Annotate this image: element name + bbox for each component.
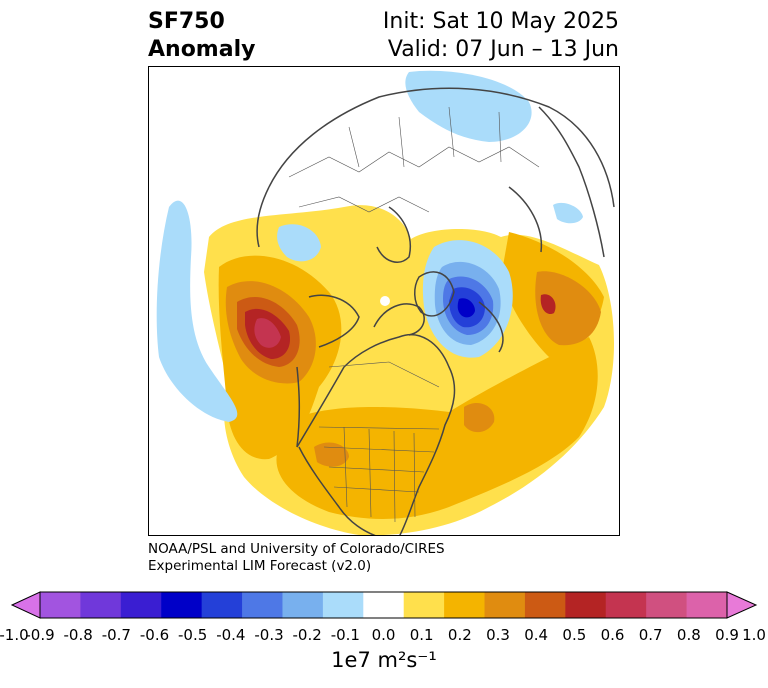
colorbar-segment (40, 592, 81, 618)
colorbar-segment (646, 592, 688, 618)
coastlines (256, 87, 615, 535)
colorbar-segment (403, 592, 445, 618)
colorbar-tick-label: -0.2 (292, 626, 322, 644)
colorbar-tick-label: 0.7 (638, 626, 663, 644)
colorbar-tick-label: 0.4 (524, 626, 549, 644)
colorbar-tick-label: -0.9 (25, 626, 55, 644)
title-variable: SF750 (148, 9, 225, 34)
colorbar-segment (363, 592, 405, 618)
map-dates: Init: Sat 10 May 2025 Valid: 07 Jun – 13… (383, 8, 619, 64)
colorbar-segment (120, 592, 162, 618)
colorbar-tick-label: 0.1 (409, 626, 434, 644)
colorbar-segment (686, 592, 728, 618)
colorbar-segment (444, 592, 486, 618)
colorbar-segment (484, 592, 526, 618)
colorbar-tick-label: -0.1 (330, 626, 360, 644)
colorbar-tick-label: 0.5 (562, 626, 587, 644)
colorbar-segment (282, 592, 324, 618)
colorbar-tick-label: 0.0 (371, 626, 396, 644)
map-panel (148, 66, 620, 536)
colorbar-tick-label: 0.6 (600, 626, 625, 644)
colorbar-tick-label: 0.8 (676, 626, 701, 644)
colorbar-arrow-high (726, 591, 758, 619)
colorbar-tick-label: 0.2 (447, 626, 472, 644)
colorbar-tick-label: 0.3 (486, 626, 510, 644)
colorbar-tick-label: -0.5 (178, 626, 208, 644)
colorbar-arrow-low (10, 591, 41, 619)
colorbar-tick-label: -0.7 (101, 626, 131, 644)
colorbar-segment (201, 592, 243, 618)
colorbar-tick-label: -0.6 (139, 626, 170, 644)
colorbar-tick-label: -0.4 (216, 626, 246, 644)
pole-marker (380, 296, 390, 306)
map-title: SF750 Anomaly (148, 8, 255, 64)
colorbar-segment (161, 592, 203, 618)
colorbar (10, 591, 758, 619)
colorbar-tick-label: 1.0 (742, 626, 766, 644)
anomaly-map (156, 70, 615, 535)
colorbar-segment (605, 592, 647, 618)
colorbar-segment (242, 592, 283, 618)
valid-range: Valid: 07 Jun – 13 Jun (387, 37, 619, 62)
title-type: Anomaly (148, 37, 256, 62)
credit-text: NOAA/PSL and University of Colorado/CIRE… (148, 541, 445, 575)
init-date: Init: Sat 10 May 2025 (382, 9, 619, 34)
colorbar-tick-label: -1.0 (0, 626, 29, 644)
colorbar-outline (39, 591, 728, 619)
colorbar-segment (80, 592, 122, 618)
colorbar-tick-label: -0.3 (254, 626, 284, 644)
credit-line-1: NOAA/PSL and University of Colorado/CIRE… (148, 541, 445, 557)
colorbar-tick-label: 0.9 (715, 626, 739, 644)
colorbar-segment (565, 592, 607, 618)
colorbar-segment (322, 592, 364, 618)
colorbar-units: 1e7 m²s⁻¹ (331, 648, 437, 672)
credit-line-2: Experimental LIM Forecast (v2.0) (148, 558, 372, 574)
borders (288, 106, 540, 523)
colorbar-tick-label: -0.8 (63, 626, 93, 644)
colorbar-segment (524, 592, 566, 618)
colorbar-ticks: -1.0 -0.9 -0.8 -0.7 -0.6 -0.5 -0.4 -0.3 -0.2 -0.1… (0, 626, 768, 646)
